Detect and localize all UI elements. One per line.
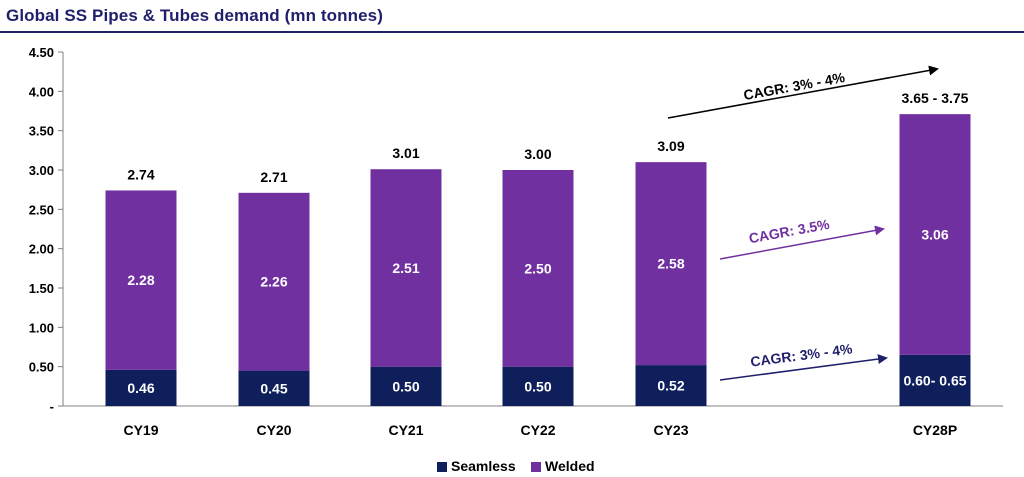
data-label-total: 2.71 xyxy=(260,169,287,185)
y-tick-label: 2.00 xyxy=(29,242,54,257)
y-tick-label: 0.50 xyxy=(29,360,54,375)
bar-welded xyxy=(238,192,310,371)
bar-welded xyxy=(899,114,971,355)
bar-welded xyxy=(105,190,177,370)
cagr-arrow-welded xyxy=(719,225,885,260)
bar-welded xyxy=(635,162,707,366)
data-label-total: 3.65 - 3.75 xyxy=(902,90,969,106)
legend-label-seamless: Seamless xyxy=(451,458,516,474)
y-tick-label: 3.00 xyxy=(29,163,54,178)
bar-seamless xyxy=(370,366,442,406)
x-tick-label: CY23 xyxy=(653,422,688,438)
data-label-seamless: 0.45 xyxy=(260,380,287,396)
data-label-seamless: 0.52 xyxy=(657,378,684,394)
bar-seamless xyxy=(899,354,971,406)
data-label-total: 3.09 xyxy=(657,138,684,154)
bar-welded xyxy=(370,169,442,367)
bar-seamless xyxy=(238,370,310,406)
x-tick-label: CY22 xyxy=(520,422,555,438)
data-label-seamless: 0.46 xyxy=(127,380,154,396)
legend-label-welded: Welded xyxy=(545,458,595,474)
bar-seamless xyxy=(502,366,574,406)
legend-swatch-seamless xyxy=(437,462,447,472)
data-label-total: 3.00 xyxy=(524,146,551,162)
data-label-seamless: 0.50 xyxy=(392,378,419,394)
data-label-welded: 2.50 xyxy=(524,260,551,276)
x-tick-label: CY20 xyxy=(256,422,291,438)
chart-title: Global SS Pipes & Tubes demand (mn tonne… xyxy=(6,6,383,25)
y-tick-label: 3.50 xyxy=(29,124,54,139)
cagr-arrow-seamless xyxy=(719,354,888,381)
data-label-total: 3.01 xyxy=(392,145,419,161)
data-label-welded: 2.51 xyxy=(392,260,419,276)
y-tick-label: 1.00 xyxy=(29,320,54,335)
cagr-arrow-total xyxy=(667,65,939,119)
y-tick-label: 1.50 xyxy=(29,281,54,296)
x-tick-label: CY19 xyxy=(123,422,158,438)
data-label-total: 2.74 xyxy=(127,166,154,182)
y-tick-label: 2.50 xyxy=(29,202,54,217)
bar-seamless xyxy=(635,365,707,406)
cagr-label-seamless: CAGR: 3% - 4% xyxy=(749,340,853,369)
y-tick-label: 4.00 xyxy=(29,84,54,99)
data-label-welded: 2.58 xyxy=(657,256,684,272)
cagr-label-total: CAGR: 3% - 4% xyxy=(742,69,846,103)
x-tick-label: CY21 xyxy=(388,422,423,438)
legend-swatch-welded xyxy=(531,462,541,472)
y-tick-label: 4.50 xyxy=(29,45,54,60)
data-label-welded: 2.28 xyxy=(127,272,154,288)
cagr-label-welded: CAGR: 3.5% xyxy=(747,216,831,247)
x-tick-label: CY28P xyxy=(913,422,957,438)
bar-welded xyxy=(502,170,574,367)
data-label-seamless: 0.50 xyxy=(524,378,551,394)
data-label-seamless: 0.60- 0.65 xyxy=(903,372,966,388)
data-label-welded: 2.26 xyxy=(260,274,287,290)
data-label-welded: 3.06 xyxy=(921,227,948,243)
bar-seamless xyxy=(105,369,177,406)
y-tick-label: - xyxy=(50,399,54,414)
title-divider xyxy=(0,31,1024,33)
